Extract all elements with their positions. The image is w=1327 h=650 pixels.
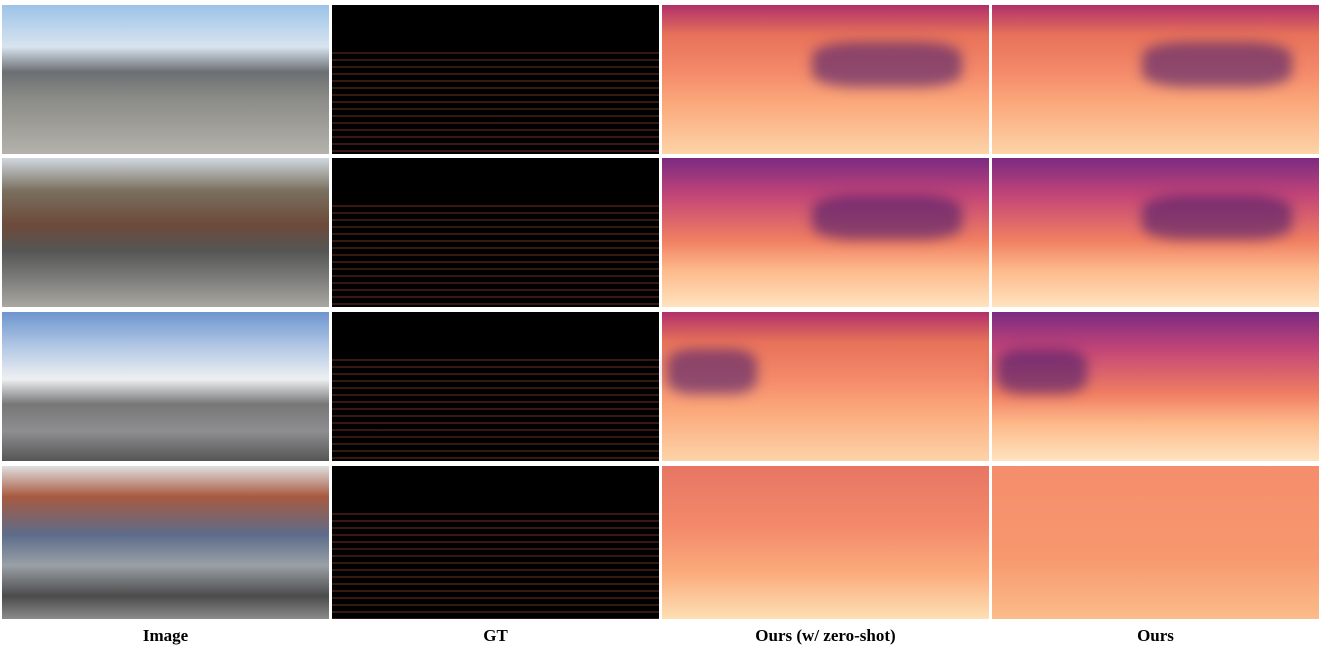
far-region <box>1142 42 1292 87</box>
zero-shot-depth <box>662 158 989 307</box>
depth-map <box>992 5 1319 154</box>
ground-truth-depth <box>332 158 659 307</box>
zero-shot-depth <box>662 312 989 461</box>
zero-shot-depth <box>662 466 989 619</box>
ground-truth-depth <box>332 5 659 154</box>
depth-map <box>992 158 1319 307</box>
zero-shot-depth <box>662 5 989 154</box>
far-region <box>1142 195 1292 240</box>
column-label: Ours <box>1137 626 1174 645</box>
column-label: Ours (w/ zero-shot) <box>755 626 896 645</box>
far-region <box>997 349 1087 394</box>
column-label: Image <box>142 626 189 645</box>
photo <box>2 466 329 619</box>
far-region <box>667 349 757 394</box>
photo <box>2 5 329 154</box>
photo <box>2 158 329 307</box>
column-label: GT <box>483 626 508 645</box>
ground-truth-depth <box>332 312 659 461</box>
depth-map <box>992 312 1319 461</box>
far-region <box>812 42 962 87</box>
photo <box>2 312 329 461</box>
ground-truth-depth <box>332 466 659 619</box>
depth-map <box>992 466 1319 619</box>
far-region <box>812 195 962 240</box>
